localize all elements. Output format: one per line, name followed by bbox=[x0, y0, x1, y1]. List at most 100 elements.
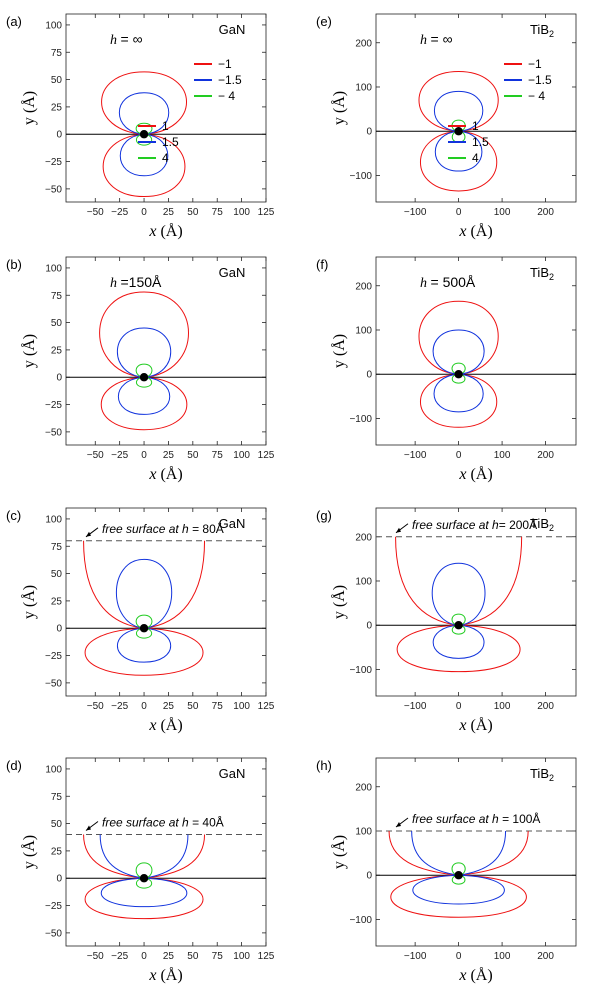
x-tick-label: 200 bbox=[537, 207, 554, 218]
y-tick-label: 100 bbox=[45, 20, 62, 31]
plot-frame bbox=[375, 507, 577, 697]
panel-label: (e) bbox=[316, 14, 332, 29]
x-axis-title: x (Å) bbox=[148, 966, 182, 984]
x-axis-title: x (Å) bbox=[148, 465, 182, 483]
material-label: TiB2 bbox=[530, 516, 554, 533]
material-label: TiB2 bbox=[530, 766, 554, 783]
contour-lower-3 bbox=[135, 627, 153, 639]
x-tick-label: 25 bbox=[163, 701, 175, 712]
y-axis-unit: (Å) bbox=[330, 91, 348, 113]
x-tick-label: −100 bbox=[404, 701, 427, 712]
h-label: h =150Å bbox=[110, 274, 162, 291]
free-surface-text: free surface at bbox=[102, 522, 182, 536]
material-subscript: 2 bbox=[549, 29, 554, 39]
material-name: TiB bbox=[530, 516, 549, 531]
x-tick-label: −50 bbox=[87, 951, 104, 962]
x-tick-label: −100 bbox=[404, 450, 427, 461]
y-tick-label: 200 bbox=[355, 281, 372, 292]
y-axis-unit: (Å) bbox=[330, 334, 348, 356]
contour-upper-1 bbox=[395, 536, 523, 626]
x-tick-label: 75 bbox=[212, 450, 224, 461]
panel-a: −50 −25 0 25 50 75 100 125 −50 −25 0 25 50 75 100 (a) Ga… bbox=[6, 13, 275, 240]
h-label: h = ∞ bbox=[110, 31, 143, 48]
contour-upper-2 bbox=[434, 90, 484, 132]
contour-upper-3 bbox=[451, 862, 466, 876]
dislocation-core-dot bbox=[454, 621, 463, 630]
y-axis-symbol: y bbox=[21, 113, 38, 125]
contour-upper-3 bbox=[135, 614, 153, 629]
material-label: GaN bbox=[219, 265, 246, 280]
legend-label: − 4 bbox=[528, 89, 545, 103]
h-value: = ∞ bbox=[121, 31, 143, 47]
y-tick-label: 0 bbox=[56, 874, 62, 885]
y-axis-symbol: y bbox=[331, 113, 348, 125]
panel-d: −50 −25 0 25 50 75 100 125 −50 −25 0 25 50 75 100 (d) Ga… bbox=[6, 757, 275, 984]
contour-lower-2 bbox=[432, 624, 485, 659]
dislocation-core-dot bbox=[454, 127, 463, 136]
contour-lower-2 bbox=[433, 373, 484, 413]
material-name: GaN bbox=[219, 265, 246, 280]
y-tick-label: −100 bbox=[349, 414, 372, 425]
y-axis-symbol: y bbox=[331, 356, 348, 368]
contour-lower-3 bbox=[135, 877, 153, 889]
free-surface-annotation: free surface at h= 200Å bbox=[412, 517, 537, 532]
y-tick-label: −50 bbox=[45, 184, 62, 195]
contour-lower-1 bbox=[84, 627, 204, 676]
contour-lower-3 bbox=[451, 624, 466, 635]
h-value: = 100Å bbox=[499, 811, 541, 826]
h-symbol: h bbox=[182, 816, 189, 830]
x-axis-symbol: x bbox=[148, 466, 160, 483]
plot-frame bbox=[375, 13, 577, 203]
y-tick-label: −50 bbox=[45, 678, 62, 689]
x-tick-label: −25 bbox=[111, 450, 128, 461]
y-tick-label: 100 bbox=[355, 82, 372, 93]
material-label: GaN bbox=[219, 516, 246, 531]
legend-label: 1.5 bbox=[162, 135, 179, 149]
material-label: GaN bbox=[219, 766, 246, 781]
x-tick-label: 50 bbox=[187, 207, 199, 218]
x-tick-label: 75 bbox=[212, 951, 224, 962]
x-axis-unit: (Å) bbox=[160, 465, 182, 483]
free-surface-annotation: free surface at h = 80Å bbox=[102, 521, 224, 536]
legend-label: −1.5 bbox=[218, 73, 242, 87]
arrow-head bbox=[396, 821, 401, 827]
h-label: h = 500Å bbox=[420, 274, 476, 291]
dislocation-core-dot bbox=[139, 874, 149, 883]
contour-upper-2 bbox=[117, 327, 171, 378]
y-tick-label: 75 bbox=[51, 542, 63, 553]
x-tick-label: 200 bbox=[537, 951, 554, 962]
y-tick-label: −25 bbox=[45, 400, 62, 411]
contour-lower-1 bbox=[100, 376, 188, 431]
panel-f: −100 0 100 200 −100 0 100 200 (f) TiB2 h = 500Å x (… bbox=[316, 256, 577, 483]
plot-frame bbox=[65, 256, 267, 446]
y-tick-label: 200 bbox=[355, 38, 372, 49]
y-axis-symbol: y bbox=[331, 857, 348, 869]
legend-label: −1.5 bbox=[528, 73, 552, 87]
plot-frame bbox=[65, 507, 267, 697]
h-symbol: h bbox=[420, 33, 431, 48]
x-tick-label: 0 bbox=[456, 207, 462, 218]
contour-upper-3 bbox=[451, 613, 466, 626]
contour-upper-3 bbox=[135, 862, 153, 879]
plot-frame bbox=[65, 757, 267, 947]
material-label: TiB2 bbox=[530, 265, 554, 282]
x-tick-label: 0 bbox=[141, 207, 147, 218]
h-value: = 200Å bbox=[499, 517, 537, 532]
h-symbol: h bbox=[182, 522, 189, 536]
y-tick-label: 0 bbox=[366, 871, 372, 882]
x-axis-unit: (Å) bbox=[160, 222, 182, 240]
x-tick-label: 100 bbox=[233, 450, 250, 461]
y-tick-label: −25 bbox=[45, 901, 62, 912]
x-axis-title: x (Å) bbox=[458, 465, 492, 483]
y-tick-label: 25 bbox=[51, 596, 63, 607]
material-name: GaN bbox=[219, 22, 246, 37]
h-value: = 40Å bbox=[189, 815, 224, 830]
contour-upper-3 bbox=[451, 119, 466, 132]
y-tick-label: 75 bbox=[51, 48, 63, 59]
x-tick-label: 100 bbox=[494, 450, 511, 461]
x-tick-label: −50 bbox=[87, 701, 104, 712]
x-tick-label: −25 bbox=[111, 701, 128, 712]
h-label: h = ∞ bbox=[420, 31, 453, 48]
